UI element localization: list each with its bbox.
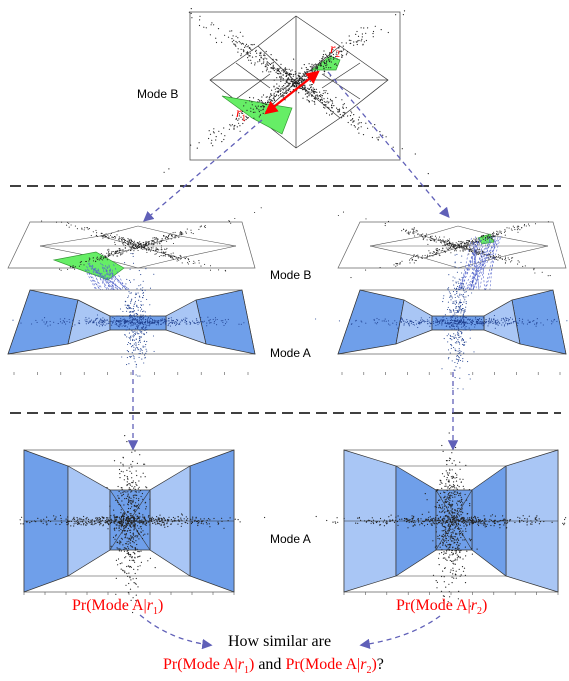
r1-r2-distance-arrow bbox=[264, 70, 320, 115]
bottom-right-mode-a-plot bbox=[315, 432, 567, 607]
mid-left-3d-plot bbox=[7, 207, 262, 377]
pr-mode-a-r1-label: Pr(Mode A|r1) bbox=[72, 597, 164, 618]
arrow-r2-to-right bbox=[327, 71, 450, 218]
top-mode-b-plot bbox=[163, 8, 429, 175]
r2-label: r2 bbox=[330, 42, 340, 59]
mode-a-label-bottom: Mode A bbox=[270, 532, 311, 546]
bottom-left-mode-a-plot bbox=[19, 435, 266, 614]
mode-b-label-mid: Mode B bbox=[270, 268, 312, 282]
r1-label: r1 bbox=[236, 106, 246, 123]
mode-a-label-mid: Mode A bbox=[270, 346, 311, 360]
pr-mode-a-r2-label: Pr(Mode A|r2) bbox=[396, 597, 488, 618]
mode-b-label-top: Mode B bbox=[137, 87, 179, 101]
arrow-r1-to-left bbox=[143, 119, 263, 222]
mid-right-3d-plot bbox=[315, 211, 568, 390]
arrow-right-to-question bbox=[359, 615, 441, 650]
arrow-left-to-question bbox=[139, 614, 213, 650]
question-line-1: How similar are bbox=[228, 633, 332, 650]
question-line-2: Pr(Mode A|r1) and Pr(Mode A|r2)? bbox=[163, 656, 384, 677]
